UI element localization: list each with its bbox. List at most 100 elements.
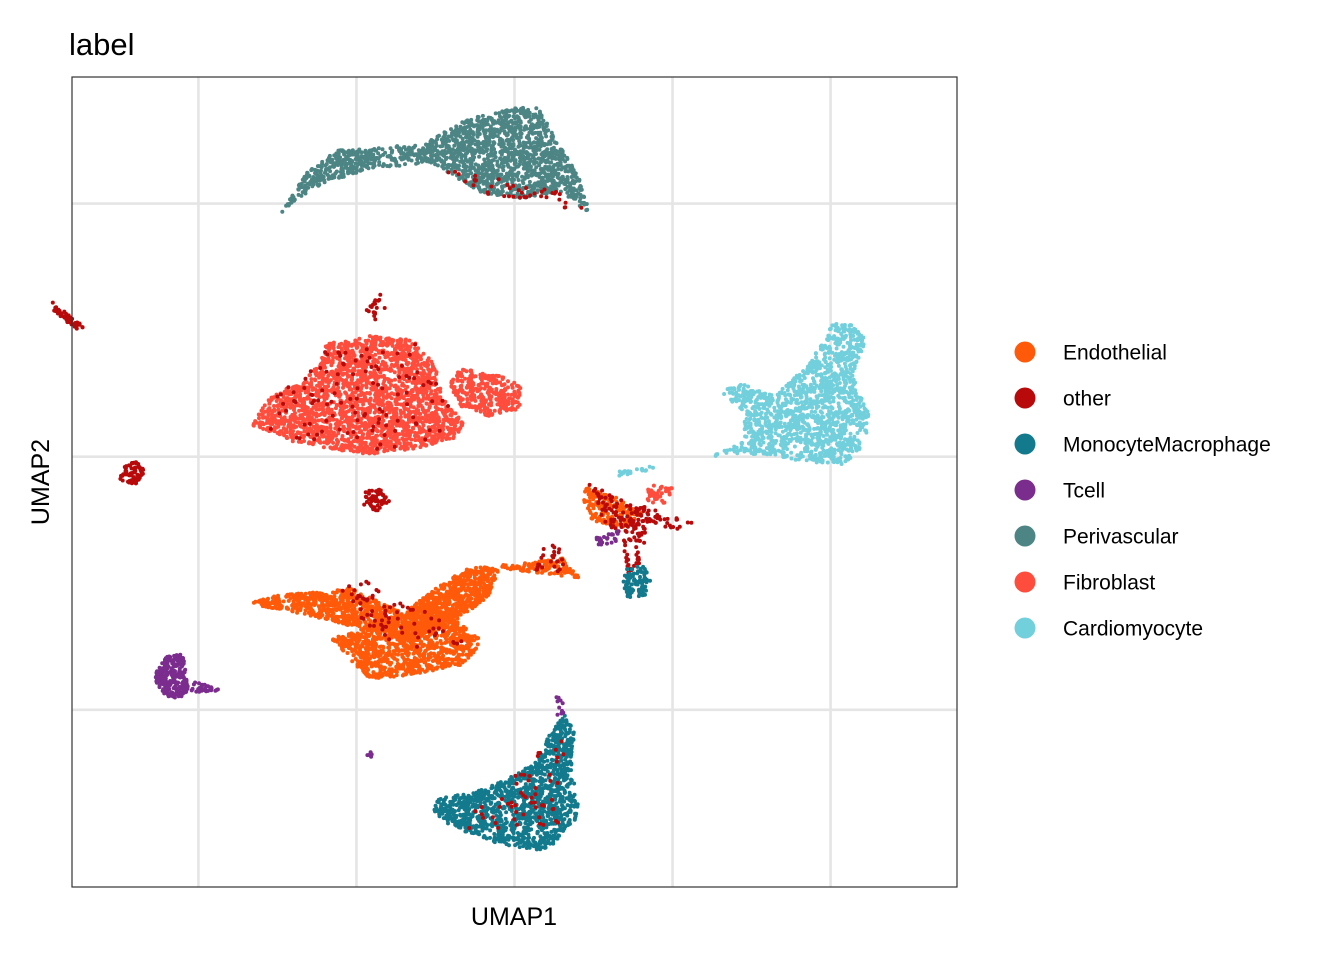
data-point <box>472 124 476 129</box>
data-point <box>524 171 529 176</box>
data-point <box>520 179 525 183</box>
data-point <box>134 476 139 481</box>
data-point <box>495 134 500 139</box>
data-point <box>343 350 348 355</box>
data-point <box>534 140 539 145</box>
data-point <box>140 466 145 471</box>
data-point <box>356 149 361 154</box>
data-point <box>409 149 414 154</box>
data-point <box>397 369 402 374</box>
data-point <box>401 410 406 415</box>
data-point <box>375 429 380 434</box>
data-point <box>371 424 376 429</box>
data-point <box>430 424 435 429</box>
data-point <box>316 398 321 403</box>
data-point <box>371 161 376 166</box>
data-point <box>537 163 542 168</box>
data-point <box>499 149 504 154</box>
data-point <box>488 385 492 390</box>
data-point <box>321 394 326 399</box>
data-point <box>271 395 276 400</box>
data-point <box>455 377 460 382</box>
data-point <box>289 200 294 205</box>
data-point <box>512 407 517 412</box>
data-point <box>267 406 272 411</box>
data-point <box>565 179 570 184</box>
data-point <box>402 145 406 150</box>
data-point <box>515 383 519 388</box>
data-point <box>563 200 568 205</box>
data-point <box>523 109 528 114</box>
data-point <box>484 382 489 387</box>
data-point <box>490 158 495 163</box>
data-point <box>443 414 448 419</box>
data-point <box>372 451 377 456</box>
data-point <box>280 418 284 423</box>
data-point <box>385 164 390 168</box>
data-point <box>408 402 413 407</box>
data-point <box>341 362 346 367</box>
data-point <box>541 118 546 123</box>
data-point <box>309 408 314 413</box>
data-point <box>472 138 477 143</box>
data-point <box>427 404 432 409</box>
data-point <box>368 450 373 455</box>
data-point <box>294 435 299 440</box>
data-point <box>386 336 391 341</box>
data-point <box>417 418 422 423</box>
data-point <box>297 416 302 421</box>
data-point <box>319 412 324 416</box>
data-point <box>543 153 548 158</box>
chart-title: label <box>69 27 135 62</box>
data-point <box>836 363 841 368</box>
data-point <box>411 360 416 365</box>
data-point <box>374 305 379 310</box>
data-point <box>364 391 369 395</box>
data-point <box>448 418 453 423</box>
data-point <box>520 174 525 179</box>
data-point <box>506 123 510 128</box>
data-point <box>460 404 465 409</box>
data-point <box>511 183 516 188</box>
data-point <box>496 177 501 182</box>
data-point <box>378 154 383 159</box>
data-point <box>480 168 485 173</box>
data-point <box>434 432 439 437</box>
data-point <box>339 167 344 172</box>
data-point <box>310 167 314 171</box>
data-point <box>452 155 456 160</box>
data-point <box>350 151 355 156</box>
data-point <box>460 397 465 402</box>
data-point <box>428 140 433 145</box>
data-point <box>401 403 406 408</box>
data-point <box>526 107 531 112</box>
data-point <box>319 361 324 366</box>
data-point <box>359 439 363 443</box>
data-point <box>422 442 427 447</box>
data-point <box>124 464 129 469</box>
data-point <box>538 181 543 186</box>
data-point <box>373 334 378 339</box>
data-point <box>435 158 440 162</box>
data-point <box>448 413 453 417</box>
data-point <box>498 410 503 415</box>
data-point <box>351 430 356 434</box>
data-point <box>317 177 322 182</box>
data-point <box>337 157 342 162</box>
data-point <box>334 418 339 423</box>
data-point <box>484 178 489 183</box>
data-point <box>407 338 412 343</box>
data-point <box>413 342 418 347</box>
data-point <box>542 143 547 148</box>
data-point <box>507 194 511 199</box>
data-point <box>508 158 513 163</box>
data-point <box>430 149 435 154</box>
data-point <box>489 403 494 408</box>
data-point <box>311 442 315 447</box>
data-point <box>571 179 576 184</box>
data-point <box>512 380 517 385</box>
data-point <box>502 160 507 165</box>
data-point <box>444 157 448 161</box>
data-point <box>426 379 431 384</box>
data-point <box>284 203 289 208</box>
